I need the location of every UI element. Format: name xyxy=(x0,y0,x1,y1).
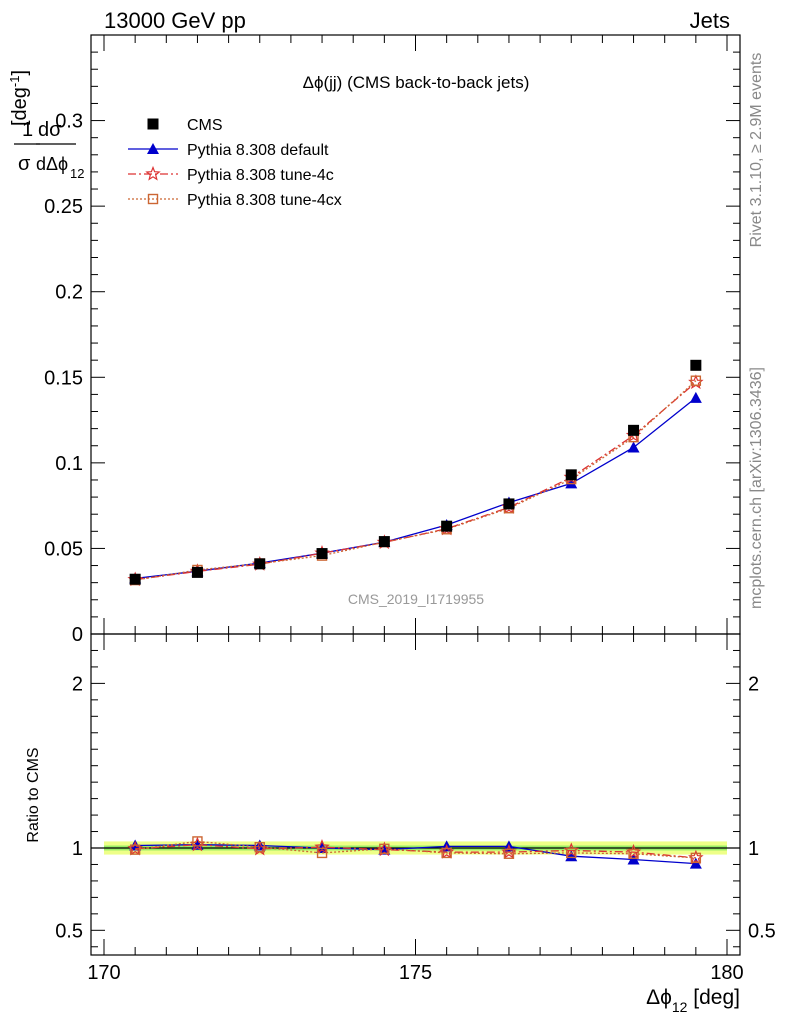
ratio-point-tune4cx xyxy=(129,844,141,855)
ratio-point-default xyxy=(689,857,702,869)
svg-text:σ: σ xyxy=(18,153,31,175)
y-tick-label: 0.05 xyxy=(44,538,83,560)
ratio-point-tune4cx xyxy=(441,847,452,859)
y-tick-label: 0.1 xyxy=(55,453,83,475)
data-point-cms xyxy=(503,498,515,510)
x-axis-label: Δϕ12 [deg] xyxy=(646,986,740,1015)
data-point-cms xyxy=(628,424,640,436)
ratio-point-tune4cx xyxy=(503,848,515,859)
data-point-cms xyxy=(254,558,266,570)
ratio-y-tick-label-right: 2 xyxy=(748,673,759,695)
ratio-panel: 170 175 180 0.5 0.5 1 1 2 2 Ratio to CMS Δϕ12 [… xyxy=(25,633,776,1015)
ratio-point-tune4cx xyxy=(254,841,265,853)
svg-text:1: 1 xyxy=(22,119,33,141)
data-point-default xyxy=(689,391,702,403)
ratio-point-tune4c xyxy=(314,839,330,854)
legend-marker-default xyxy=(147,143,159,154)
data-point-cms xyxy=(316,548,328,560)
rivet-label: Rivet 3.1.10, ≥ 2.9M events xyxy=(748,53,765,248)
ratio-point-tune4cx xyxy=(690,852,702,864)
ratio-point-tune4cx xyxy=(192,836,203,847)
legend: CMS Pythia 8.308 default Pythia 8.308 tune… xyxy=(128,117,342,209)
y-tick-label: 0.15 xyxy=(44,367,83,389)
data-point-cms xyxy=(378,536,390,548)
legend-label-tune4c: Pythia 8.308 tune-4c xyxy=(187,167,334,184)
ratio-point-default xyxy=(565,850,578,862)
main-ylabel-unit: [deg-1] xyxy=(7,70,32,126)
main-ylabel: 1 σ dσ dΔϕ 12 xyxy=(14,119,84,181)
y-tick-label: 0.25 xyxy=(44,196,83,218)
beam-label: 13000 GeV pp xyxy=(104,8,246,33)
svg-text:dΔϕ: dΔϕ xyxy=(36,154,68,174)
series-line-tune4c xyxy=(135,381,697,581)
legend-marker-cms xyxy=(147,118,159,130)
ratio-y-tick-label-right: 1 xyxy=(748,838,759,860)
ratio-y-tick-label: 1 xyxy=(72,838,83,860)
main-panel: 0 0.05 0.1 0.15 0.2 0.25 0.3 Δϕ(jj) (CMS back-… xyxy=(7,34,741,646)
ratio-y-tick-label: 0.5 xyxy=(55,920,83,942)
data-point-cms xyxy=(129,573,141,585)
ratio-frame xyxy=(90,633,741,956)
data-point-cms xyxy=(191,566,203,578)
y-tick-label: 0 xyxy=(72,624,83,646)
legend-label-default: Pythia 8.308 default xyxy=(187,142,329,159)
data-point-cms xyxy=(565,469,577,481)
process-label: Jets xyxy=(690,8,730,33)
main-title: Δϕ(jj) (CMS back-to-back jets) xyxy=(303,73,530,92)
ratio-point-tune4cx xyxy=(316,847,328,859)
ratio-point-tune4cx xyxy=(628,848,639,859)
x-tick-label: 175 xyxy=(399,962,432,984)
ratio-line-tune4c xyxy=(135,844,696,859)
legend-label-cms: CMS xyxy=(187,117,223,134)
data-point-default xyxy=(627,441,640,453)
legend-label-tune4cx: Pythia 8.308 tune-4cx xyxy=(187,192,342,209)
series-line-tune4cx xyxy=(135,380,697,581)
legend-marker-tune4c xyxy=(145,165,161,181)
ratio-y-tick-label-right: 0.5 xyxy=(748,920,776,942)
ratio-y-tick-label: 2 xyxy=(72,673,83,695)
ratio-ylabel: Ratio to CMS xyxy=(25,747,42,842)
ratio-line-tune4cx xyxy=(135,840,696,859)
legend-marker-tune4cx xyxy=(147,193,159,205)
x-tick-label: 170 xyxy=(87,962,120,984)
data-point-tune4cx xyxy=(690,375,702,386)
svg-text:12: 12 xyxy=(70,166,84,181)
x-tick-label: 180 xyxy=(710,962,743,984)
ratio-point-tune4cx xyxy=(566,847,577,859)
y-tick-label: 0.2 xyxy=(55,282,83,304)
ratio-point-default xyxy=(627,853,640,865)
data-point-default xyxy=(565,477,578,489)
data-point-cms xyxy=(690,359,702,371)
svg-text:dσ: dσ xyxy=(38,119,62,141)
y-tick-label: 0.3 xyxy=(55,111,83,133)
ratio-line-default xyxy=(135,844,696,865)
ratio-point-tune4cx xyxy=(379,843,390,855)
series-line-default xyxy=(135,397,697,580)
watermark: CMS_2019_I1719955 xyxy=(348,591,484,607)
mcplots-label: mcplots.cern.ch [arXiv:1306.3436] xyxy=(748,367,765,609)
data-point-cms xyxy=(441,520,453,532)
